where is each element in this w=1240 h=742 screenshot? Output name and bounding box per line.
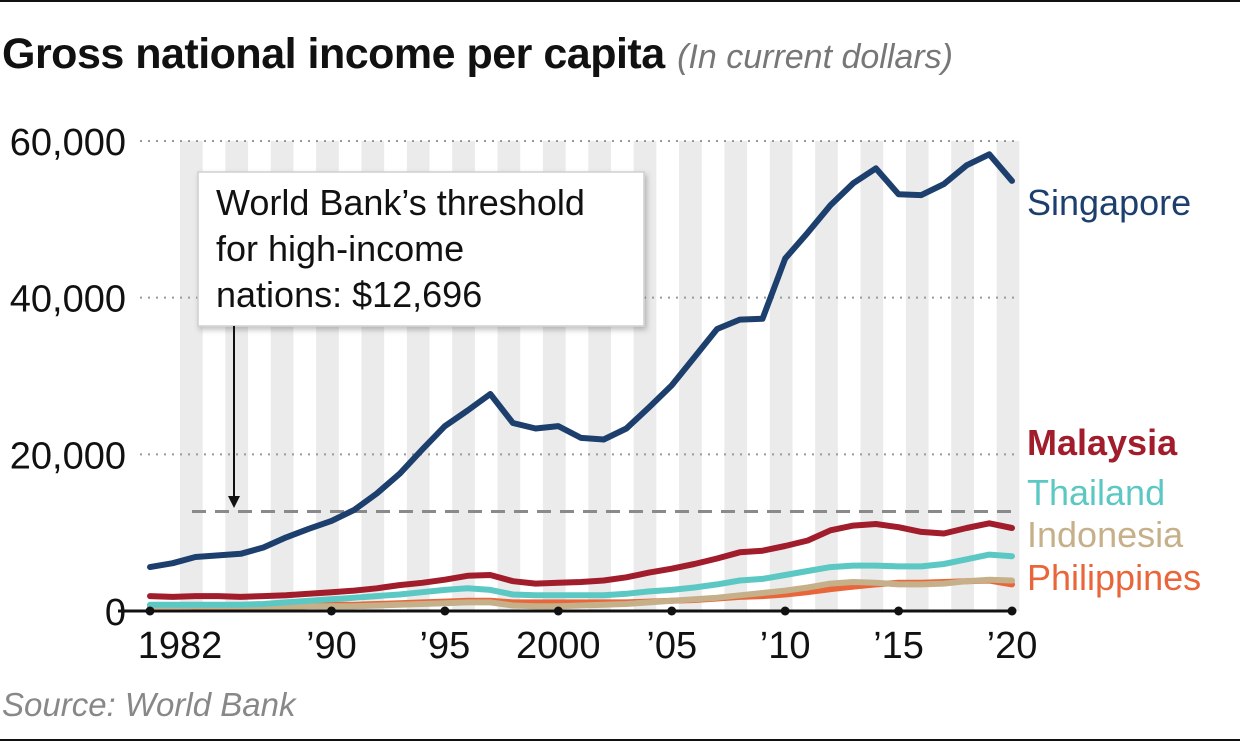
callout-box	[197, 171, 645, 327]
x-tick-dot	[440, 606, 450, 616]
year-stripe	[860, 141, 884, 611]
top-rule	[0, 0, 1240, 2]
chart-title-block: Gross national income per capita (In cur…	[2, 30, 953, 79]
y-axis-ticks: 0 20,000 40,000 60,000	[10, 122, 126, 634]
x-tick-label: ’20	[987, 625, 1038, 667]
x-tick-label: ’05	[646, 625, 697, 667]
year-stripe	[180, 141, 203, 611]
series-line-thailand	[147, 551, 1015, 608]
callout-text-line: World Bank’s threshold	[216, 182, 585, 223]
x-tick-dot	[326, 606, 336, 616]
series-label-indonesia: Indonesia	[1027, 514, 1184, 555]
series-label-thailand: Thailand	[1027, 472, 1165, 513]
x-tick-dot	[145, 606, 155, 616]
series-line-singapore	[147, 151, 1015, 571]
y-tick-label: 40,000	[10, 279, 126, 321]
year-stripe	[679, 141, 702, 611]
x-tick-label: ’10	[760, 625, 811, 667]
x-tick-label: ’90	[306, 625, 357, 667]
year-stripe	[815, 141, 838, 611]
source-note: Source: World Bank	[2, 686, 296, 723]
y-tick-label: 0	[105, 592, 126, 634]
y-tick-label: 20,000	[10, 435, 126, 477]
year-stripe	[724, 141, 748, 611]
year-stripe	[951, 141, 974, 611]
x-tick-dot	[780, 606, 790, 616]
x-axis-ticks: 1982 ’90 ’95 2000 ’05 ’10 ’15 ’20	[138, 606, 1038, 667]
x-tick-label: 1982	[138, 625, 223, 667]
callout-text-line: nations: $12,696	[216, 274, 482, 315]
x-tick-dot	[894, 606, 904, 616]
x-tick-dot	[667, 606, 677, 616]
series-label-singapore: Singapore	[1027, 182, 1191, 223]
chart-title: Gross national income per capita	[2, 30, 665, 78]
chart-subtitle: (In current dollars)	[677, 38, 953, 76]
series-labels: Singapore Malaysia ThailandIndonesiaPhilip…	[1027, 182, 1201, 598]
threshold-callout: World Bank’s threshold for high-income nat…	[197, 171, 645, 508]
x-tick-label: ’15	[873, 625, 924, 667]
year-stripe	[996, 141, 1020, 611]
x-tick-dot	[553, 606, 563, 616]
callout-text-line: for high-income	[216, 228, 464, 269]
series-label-malaysia: Malaysia	[1027, 422, 1178, 463]
x-tick-label: ’95	[420, 625, 471, 667]
year-stripe	[769, 141, 793, 611]
year-stripe	[905, 141, 929, 611]
x-tick-label: 2000	[516, 625, 601, 667]
x-tick-dot	[1007, 606, 1017, 616]
series-label-philippines: Philippines	[1027, 557, 1201, 598]
bottom-rule	[0, 739, 1240, 741]
series-lines	[147, 151, 1015, 611]
series-line-indonesia	[147, 576, 1015, 611]
series-line-malaysia	[147, 520, 1015, 600]
callout-arrow-head	[228, 496, 240, 508]
y-tick-label: 60,000	[10, 122, 126, 164]
